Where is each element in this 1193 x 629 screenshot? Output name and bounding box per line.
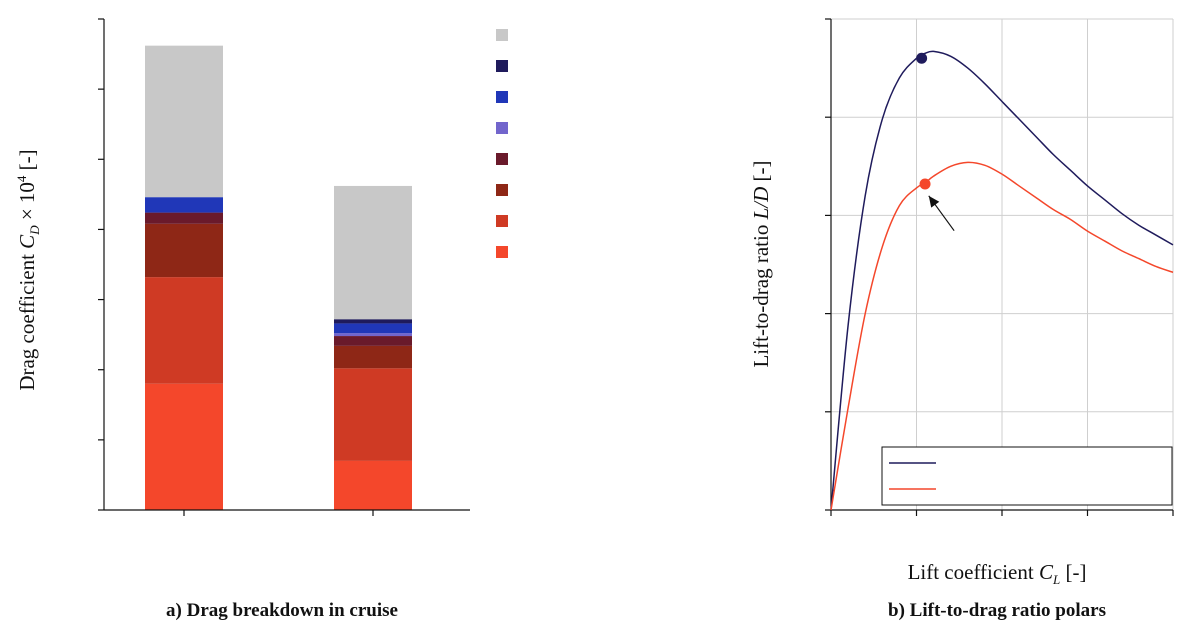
bar-segment-induced-drag-1 xyxy=(334,185,412,320)
bar-segment-wing-1 xyxy=(334,368,412,461)
bar-segment-fuselage-0 xyxy=(145,383,223,510)
left-legend xyxy=(496,29,508,258)
ylabel-unit: [-] xyxy=(15,149,39,175)
ylabel-unit: [-] xyxy=(749,160,773,186)
legend-swatch xyxy=(496,91,508,103)
right-grid xyxy=(831,18,1174,510)
ylabel-superscript: 4 xyxy=(14,175,29,182)
legend-swatch xyxy=(496,184,508,196)
legend-swatch xyxy=(496,215,508,227)
cruise-point-electric-aircraft xyxy=(916,52,928,64)
stacked-bars xyxy=(145,45,412,510)
ylabel-symbol: L/D xyxy=(749,187,773,221)
cruise-point-reference-turboprop xyxy=(919,178,931,190)
bar-segment-wing-0 xyxy=(145,277,223,384)
right-chart-caption: b) Lift-to-drag ratio polars xyxy=(888,600,1106,621)
lift-to-drag-chart: Lift-to-drag ratio L/D [-] Lift coeffici… xyxy=(749,18,1174,621)
ylabel-symbol: C xyxy=(15,234,39,249)
bar-segment-tail-0 xyxy=(145,223,223,278)
bar-segment-heat-exchangers-1 xyxy=(334,319,412,324)
legend-swatch xyxy=(496,122,508,134)
left-axes xyxy=(98,18,470,516)
legend-swatch xyxy=(496,246,508,258)
bar-segment-gear-fairing-1 xyxy=(334,333,412,337)
legend-swatch xyxy=(496,29,508,41)
legend-swatch xyxy=(496,153,508,165)
bar-segment-tail-1 xyxy=(334,345,412,369)
ylabel-subscript: D xyxy=(27,225,42,236)
right-axes xyxy=(825,18,1174,516)
xlabel-unit: [-] xyxy=(1060,560,1086,584)
left-y-axis-label: Drag coefficient CD × 104 [-] xyxy=(14,149,42,390)
ylabel-main: Lift-to-drag ratio xyxy=(749,219,773,367)
bar-segment-fuselage-1 xyxy=(334,460,412,510)
polar-lines xyxy=(830,50,1174,511)
series-line-electric-aircraft xyxy=(830,50,1174,511)
annotation-arrow-head xyxy=(928,195,940,208)
ylabel-main: Drag coefficient xyxy=(15,249,39,391)
bar-segment-induced-drag-0 xyxy=(145,45,223,198)
ylabel-times: × 10 xyxy=(15,182,39,225)
bar-segment-leakage-protub--1 xyxy=(334,323,412,334)
right-legend xyxy=(881,446,1173,506)
series-line-reference-turboprop xyxy=(830,161,1174,511)
bar-segment-nacelles-0 xyxy=(145,212,223,224)
legend-swatch xyxy=(496,60,508,72)
right-x-axis-label: Lift coefficient CL [-] xyxy=(908,560,1087,587)
bar-segment-nacelles-1 xyxy=(334,336,412,346)
bar-segment-leakage-protub--0 xyxy=(145,197,223,213)
legend-box xyxy=(881,446,1173,506)
right-y-axis-label: Lift-to-drag ratio L/D [-] xyxy=(749,160,773,367)
drag-breakdown-chart: Drag coefficient CD × 104 [-] a) Drag br… xyxy=(14,18,508,621)
xlabel-subscript: L xyxy=(1052,572,1060,587)
cruise-annotation xyxy=(928,195,955,232)
xlabel-symbol: C xyxy=(1039,560,1054,584)
left-chart-caption: a) Drag breakdown in cruise xyxy=(166,600,398,621)
xlabel-main: Lift coefficient xyxy=(908,560,1039,584)
